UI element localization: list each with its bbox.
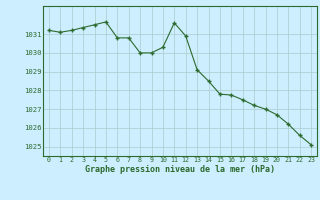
X-axis label: Graphe pression niveau de la mer (hPa): Graphe pression niveau de la mer (hPa) [85,165,275,174]
